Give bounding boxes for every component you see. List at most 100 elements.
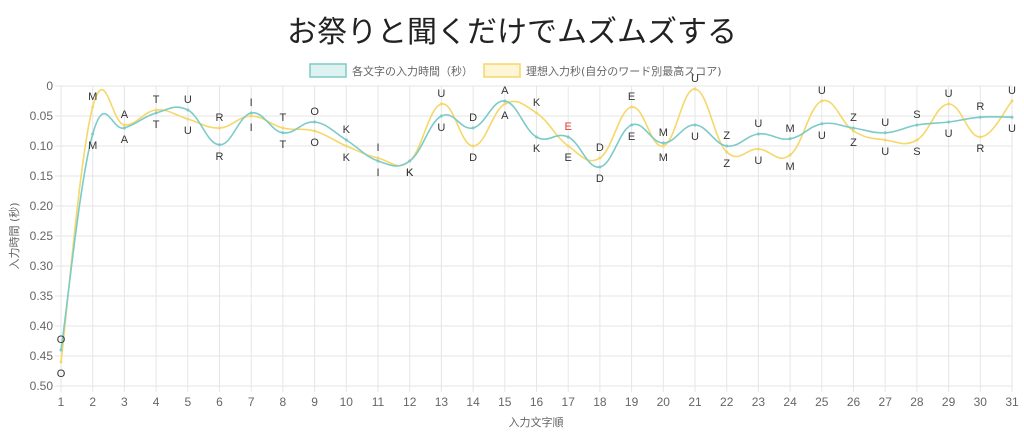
point-label-actual: K — [343, 124, 351, 136]
x-tick-label: 8 — [280, 395, 287, 409]
x-tick-label: 10 — [340, 395, 354, 409]
data-point-ideal — [1010, 99, 1014, 103]
point-label-actual: U — [818, 130, 826, 142]
point-label-ideal: I — [250, 122, 253, 134]
data-point-actual — [91, 132, 95, 136]
legend-swatch-actual[interactable] — [309, 63, 347, 78]
point-label-actual: E — [628, 131, 635, 143]
legend[interactable]: 各文字の入力時間（秒） 理想入力秒(自分のワード別最高スコア) — [309, 63, 722, 78]
x-tick-label: 13 — [435, 395, 449, 409]
data-point-actual — [59, 348, 63, 352]
point-label-actual: O — [57, 334, 66, 346]
point-label-actual: M — [88, 140, 97, 152]
x-axis-title: 入力文字順 — [509, 415, 564, 429]
point-label-actual: S — [913, 109, 920, 121]
point-label-ideal: T — [153, 94, 160, 106]
x-tick-label: 9 — [311, 395, 318, 409]
x-tick-label: 21 — [688, 395, 702, 409]
data-point-actual — [503, 99, 507, 103]
data-point-actual — [218, 143, 221, 147]
point-label-ideal: K — [533, 97, 541, 109]
point-label-actual: R — [976, 101, 984, 113]
x-tick-label: 23 — [752, 395, 766, 409]
point-label-ideal: A — [501, 110, 509, 122]
point-label-ideal: A — [121, 109, 129, 121]
point-label-actual: Z — [723, 130, 730, 142]
data-point-actual — [756, 132, 760, 136]
data-point-ideal — [915, 138, 919, 142]
point-label-actual: K — [406, 167, 414, 179]
chart-title: お祭りと聞くだけでムズムズする — [287, 15, 737, 50]
data-point-actual — [788, 137, 792, 141]
y-tick-label: 0.45 — [30, 349, 54, 363]
x-tick-label: 3 — [121, 395, 128, 409]
y-axis-ticks: 0 0.05 0.10 0.15 0.20 0.25 0.30 0.35 0.40 0.45 0.5… — [30, 79, 54, 393]
y-tick-label: 0.40 — [30, 319, 54, 333]
data-point-ideal — [91, 105, 95, 109]
point-label-actual: I — [376, 167, 379, 179]
x-tick-label: 12 — [403, 395, 417, 409]
y-tick-label: 0 — [46, 79, 53, 93]
point-label-actual: U — [754, 118, 762, 130]
x-tick-label: 6 — [216, 395, 223, 409]
point-label-actual: A — [501, 85, 509, 97]
data-point-actual — [154, 111, 158, 115]
data-point-ideal — [186, 117, 190, 121]
x-tick-label: 30 — [974, 395, 988, 409]
data-point-actual — [947, 120, 951, 124]
data-point-ideal — [313, 129, 317, 133]
data-point-actual — [725, 144, 729, 148]
y-tick-label: 0.25 — [30, 229, 54, 243]
data-point-ideal — [978, 135, 982, 139]
data-point-ideal — [820, 99, 824, 103]
point-label-ideal: T — [280, 112, 287, 124]
data-point-actual — [186, 108, 190, 112]
point-label-ideal: K — [343, 152, 351, 164]
point-label-ideal: R — [216, 112, 224, 124]
x-tick-label: 14 — [466, 395, 480, 409]
data-point-actual — [693, 123, 697, 127]
legend-label-ideal[interactable]: 理想入力秒(自分のワード別最高スコア) — [526, 64, 722, 78]
point-label-ideal: Z — [850, 137, 857, 149]
data-point-actual — [281, 131, 285, 135]
data-point-ideal — [218, 126, 221, 130]
data-point-ideal — [756, 147, 760, 151]
data-point-actual — [978, 115, 982, 119]
point-label-ideal: O — [310, 137, 319, 149]
point-label-actual: E — [565, 121, 572, 133]
point-label-actual: D — [596, 173, 604, 185]
data-point-actual — [535, 135, 538, 139]
point-label-actual: K — [533, 143, 541, 155]
point-label-actual: A — [121, 134, 129, 146]
point-labels: O M A T U R I T O K I K U D A K E D E M U Z U M U Z U S U R U O M A T U R I T O… — [57, 73, 1016, 380]
y-tick-label: 0.30 — [30, 259, 54, 273]
data-point-actual — [344, 138, 348, 142]
legend-label-actual[interactable]: 各文字の入力時間（秒） — [352, 64, 473, 78]
x-tick-label: 27 — [879, 395, 893, 409]
x-tick-label: 26 — [847, 395, 861, 409]
x-tick-label: 7 — [248, 395, 255, 409]
data-point-actual — [820, 122, 824, 126]
point-label-ideal: E — [628, 91, 635, 103]
legend-swatch-ideal[interactable] — [483, 63, 521, 78]
data-point-actual — [439, 114, 443, 118]
x-tick-label: 2 — [89, 395, 96, 409]
point-label-ideal: M — [659, 152, 668, 164]
point-label-ideal: M — [786, 161, 795, 173]
y-tick-label: 0.10 — [30, 139, 54, 153]
point-label-actual: T — [153, 119, 160, 131]
data-point-actual — [661, 141, 665, 145]
point-label-ideal: D — [596, 142, 604, 154]
data-point-ideal — [281, 126, 285, 130]
point-label-actual: U — [184, 94, 192, 106]
y-axis-title: 入力時間 (秒) — [7, 202, 21, 269]
y-tick-label: 0.50 — [30, 379, 54, 393]
x-tick-label: 11 — [372, 395, 385, 409]
data-point-ideal — [852, 129, 855, 133]
point-label-ideal: M — [88, 91, 97, 103]
data-point-ideal — [630, 105, 634, 109]
point-label-ideal: K — [406, 167, 414, 179]
data-point-actual — [566, 135, 570, 139]
point-label-ideal: U — [945, 88, 953, 100]
